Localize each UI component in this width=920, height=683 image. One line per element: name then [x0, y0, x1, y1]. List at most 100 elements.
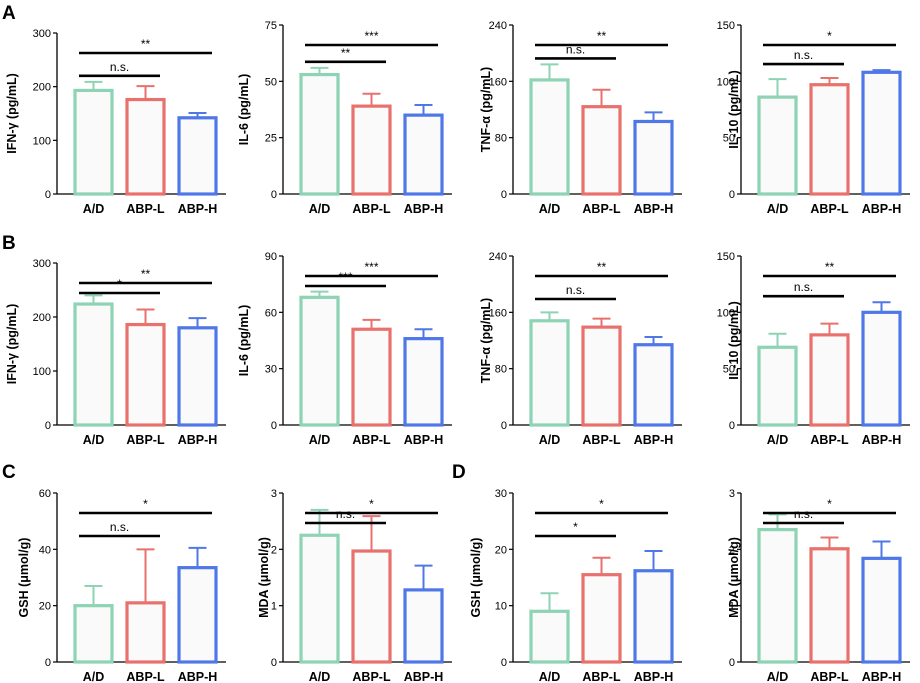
category-label: A/D [767, 202, 789, 216]
y-tick-label: 25 [265, 133, 277, 145]
category-label: A/D [83, 670, 105, 683]
y-tick-label: 300 [33, 258, 51, 270]
bar-abp-h [403, 337, 444, 427]
y-axis-title: IL-6 (pg/mL) [237, 305, 251, 377]
bar-abp-l [809, 83, 850, 196]
y-tick-label: 0 [501, 657, 507, 669]
category-label: ABP-L [126, 670, 165, 683]
significance-label: *** [364, 29, 378, 43]
significance-label: ** [597, 29, 607, 43]
y-axis-title: IFN-γ (pg/mL) [5, 304, 19, 385]
bar-a-d [73, 302, 114, 427]
bar-a-d [529, 319, 570, 427]
panel-letter-c: C [2, 462, 16, 483]
chart-8: 0 50 100 150 IL-10 (pg/mL) A/D ABP-L ABP-H n.s. *… [717, 251, 910, 447]
category-label: ABP-L [810, 202, 849, 216]
bar-abp-l [351, 327, 392, 427]
category-label: ABP-L [352, 670, 391, 683]
y-tick-label: 100 [717, 76, 735, 88]
category-label: A/D [83, 433, 105, 447]
significance-label: ** [341, 46, 351, 60]
significance-label: ** [825, 260, 835, 274]
y-tick-label: 3 [729, 488, 735, 500]
bar-abp-h [861, 310, 902, 427]
category-label: ABP-L [810, 433, 849, 447]
bar-abp-h [633, 119, 674, 196]
y-tick-label: 2 [271, 544, 277, 556]
y-axis-title: GSH (μmol/g) [469, 538, 483, 618]
y-tick-label: 40 [39, 544, 51, 556]
y-tick-label: 0 [271, 189, 277, 201]
y-axis-title: IL-10 (pg/mL) [727, 301, 741, 379]
bar-a-d [73, 88, 114, 196]
significance-label: * [827, 29, 832, 43]
bar-a-d [299, 533, 340, 664]
y-tick-label: 20 [495, 544, 507, 556]
y-axis-title: GSH (μmol/g) [17, 538, 31, 618]
y-tick-label: 160 [489, 76, 507, 88]
category-label: A/D [309, 433, 331, 447]
y-axis-title: IFN-γ (pg/mL) [5, 73, 19, 154]
significance-label: ** [141, 37, 151, 51]
chart-9: 0 20 40 60 GSH (μmol/g) A/D ABP-L ABP-H n.s. * [17, 488, 226, 683]
bar-a-d [73, 604, 114, 664]
bar-a-d [529, 609, 570, 664]
category-label: ABP-H [862, 202, 902, 216]
category-label: ABP-H [862, 433, 902, 447]
category-label: ABP-H [634, 202, 674, 216]
y-tick-label: 90 [265, 251, 277, 263]
y-axis-title: MDA (μmol/g) [727, 537, 741, 618]
panel-letter-d: D [452, 462, 466, 483]
y-tick-label: 80 [495, 133, 507, 145]
bar-abp-h [177, 116, 218, 196]
y-tick-label: 1 [271, 601, 277, 613]
bar-abp-l [125, 97, 166, 196]
bar-a-d [299, 72, 340, 196]
category-label: ABP-L [582, 202, 621, 216]
category-label: ABP-H [178, 670, 218, 683]
bar-abp-l [809, 333, 850, 427]
category-label: A/D [767, 670, 789, 683]
y-tick-label: 0 [271, 420, 277, 432]
y-tick-label: 100 [33, 135, 51, 147]
category-label: ABP-H [178, 433, 218, 447]
category-label: ABP-L [810, 670, 849, 683]
y-tick-label: 240 [489, 251, 507, 263]
category-label: A/D [767, 433, 789, 447]
bar-abp-l [581, 573, 622, 664]
y-tick-label: 0 [271, 657, 277, 669]
y-tick-label: 0 [45, 657, 51, 669]
y-tick-label: 200 [33, 82, 51, 94]
y-tick-label: 30 [495, 488, 507, 500]
chart-4: 0 50 100 150 IL-10 (pg/mL) A/D ABP-L ABP-H n.s. * [717, 20, 910, 216]
significance-label: n.s. [110, 60, 129, 74]
y-tick-label: 300 [33, 28, 51, 40]
bar-abp-h [633, 569, 674, 664]
bar-a-d [757, 345, 798, 427]
category-label: A/D [309, 670, 331, 683]
y-tick-label: 50 [723, 133, 735, 145]
bar-abp-l [581, 105, 622, 196]
category-label: ABP-L [126, 433, 165, 447]
category-label: ABP-H [404, 433, 444, 447]
y-tick-label: 160 [489, 307, 507, 319]
bar-a-d [757, 95, 798, 196]
significance-label: n.s. [794, 280, 813, 294]
category-label: A/D [539, 202, 561, 216]
category-label: A/D [309, 202, 331, 216]
significance-label: n.s. [566, 283, 585, 297]
y-axis-title: IL-6 (pg/mL) [237, 74, 251, 146]
category-label: A/D [83, 202, 105, 216]
bar-abp-l [351, 104, 392, 196]
significance-label: ** [141, 267, 151, 281]
y-axis-title: MDA (μmol/g) [257, 537, 271, 618]
significance-label: * [143, 497, 148, 511]
bar-abp-h [633, 343, 674, 427]
y-tick-label: 0 [501, 420, 507, 432]
y-axis-title: TNF-α (pg/mL) [479, 67, 493, 152]
bar-a-d [529, 78, 570, 196]
y-tick-label: 0 [45, 420, 51, 432]
